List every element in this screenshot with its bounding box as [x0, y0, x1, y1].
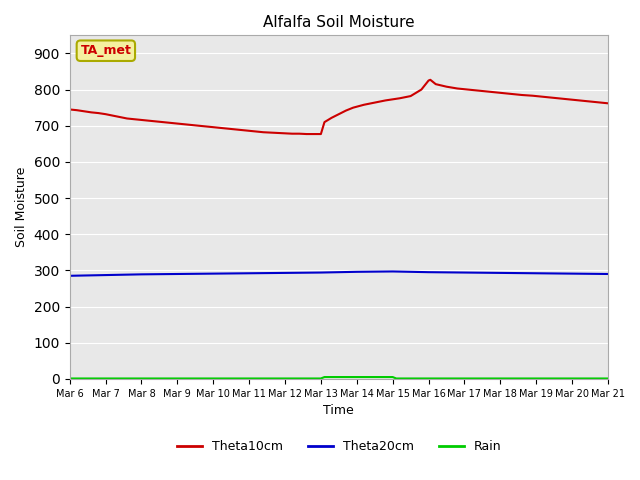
X-axis label: Time: Time: [323, 404, 354, 417]
Theta20cm: [389, 269, 397, 275]
Legend: Theta10cm, Theta20cm, Rain: Theta10cm, Theta20cm, Rain: [172, 435, 506, 458]
Rain: [392, 376, 400, 382]
Rain: [389, 374, 397, 380]
Theta20cm: [604, 271, 612, 277]
Rain: [317, 376, 324, 382]
Theta10cm: [600, 100, 608, 106]
Theta20cm: [66, 273, 74, 279]
Theta20cm: [138, 272, 145, 277]
Theta10cm: [145, 118, 152, 123]
Line: Theta20cm: Theta20cm: [70, 272, 608, 276]
Theta10cm: [159, 119, 167, 125]
Theta20cm: [532, 270, 540, 276]
Rain: [604, 376, 612, 382]
Theta10cm: [604, 100, 612, 106]
Title: Alfalfa Soil Moisture: Alfalfa Soil Moisture: [263, 15, 415, 30]
Text: TA_met: TA_met: [81, 44, 131, 57]
Theta20cm: [245, 270, 253, 276]
Theta10cm: [468, 87, 476, 93]
Line: Rain: Rain: [70, 377, 608, 379]
Theta20cm: [461, 270, 468, 276]
Theta20cm: [568, 271, 576, 276]
Theta10cm: [349, 105, 357, 110]
Theta20cm: [353, 269, 360, 275]
Y-axis label: Soil Moisture: Soil Moisture: [15, 167, 28, 247]
Theta20cm: [209, 271, 217, 276]
Theta10cm: [303, 131, 310, 137]
Theta20cm: [173, 271, 181, 277]
Theta20cm: [102, 272, 109, 278]
Theta10cm: [102, 111, 109, 117]
Rain: [66, 376, 74, 382]
Line: Theta10cm: Theta10cm: [70, 80, 608, 134]
Theta20cm: [497, 270, 504, 276]
Theta10cm: [426, 77, 434, 83]
Theta20cm: [317, 270, 324, 276]
Theta20cm: [425, 269, 433, 275]
Theta20cm: [281, 270, 289, 276]
Rain: [321, 374, 328, 380]
Theta10cm: [66, 107, 74, 112]
